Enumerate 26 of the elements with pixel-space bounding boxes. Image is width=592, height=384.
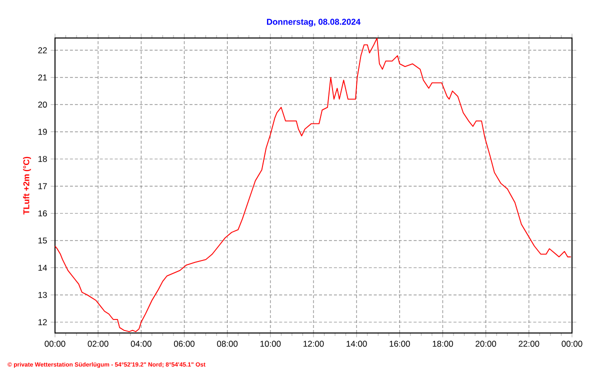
x-tick-label: 12:00 [304,340,324,347]
x-tick-label: 20:00 [476,340,496,347]
x-tick-label: 10:00 [260,340,281,347]
x-tick-label: 18:00 [432,340,454,347]
y-axis-title: TLuft +2m (°C) [23,156,31,214]
x-tick-label: 22:00 [518,340,540,347]
x-tick-label: 14:00 [346,340,367,347]
x-tick-label: 00:00 [562,340,582,347]
chart-title: Donnerstag, 08.08.2024 [266,18,361,26]
y-tick-label: 12 [38,319,47,326]
x-tick-label: 02:00 [88,340,108,347]
y-tick-label: 15 [38,238,47,244]
y-tick-label: 19 [38,128,47,135]
x-tick-label: 08:00 [217,340,238,347]
y-tick-label: 20 [38,102,47,108]
y-tick-label: 13 [38,292,47,298]
y-tick-label: 18 [38,156,47,162]
x-tick-label: 04:00 [130,340,152,347]
x-tick-label: 06:00 [174,340,195,347]
x-tick-label: 16:00 [390,340,410,347]
y-tick-label: 14 [38,264,47,271]
y-tick-label: 17 [38,183,47,190]
y-tick-label: 16 [38,210,47,216]
y-tick-label: 21 [38,74,47,80]
x-tick-label: 00:00 [44,340,66,347]
y-tick-label: 22 [38,47,47,54]
